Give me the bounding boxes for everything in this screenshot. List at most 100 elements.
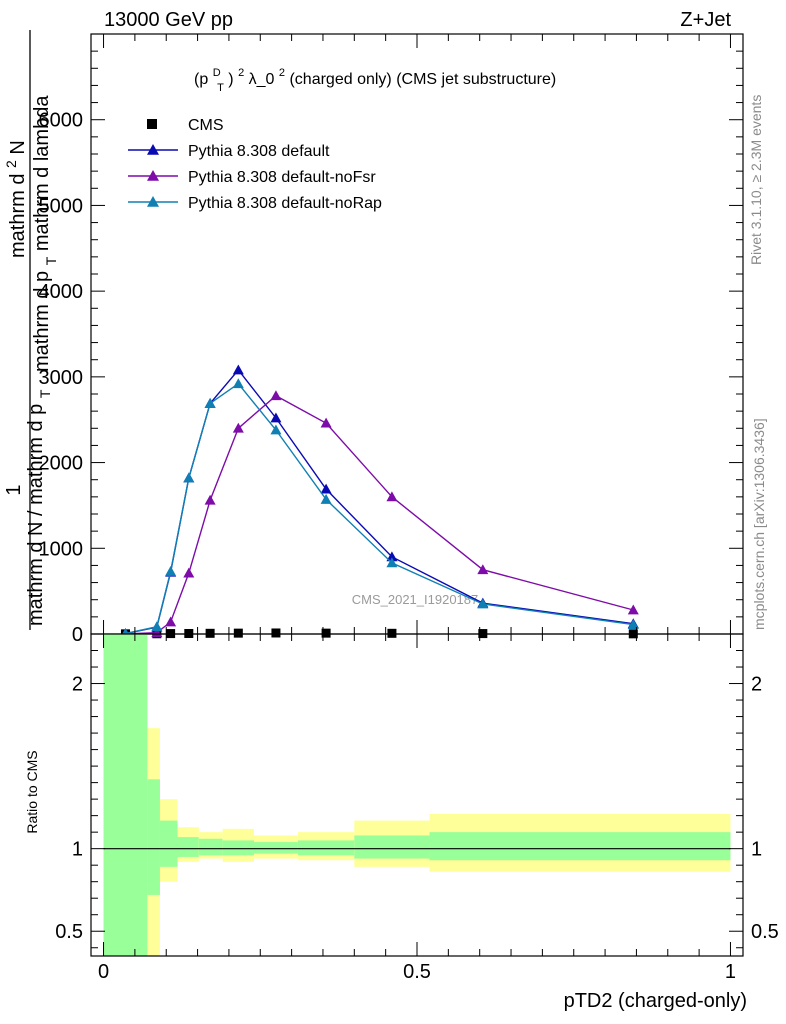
data-point-noRap (204, 397, 216, 408)
data-point-noFsr (386, 491, 398, 502)
y-lower-text: mathrm d p (31, 271, 53, 372)
x-tick-label: 0.5 (403, 961, 431, 983)
ratio-axis-ticks: 0.5 0.5 1 1 2 2 (55, 650, 779, 949)
ratio-uncertainty-band (103, 634, 731, 956)
main-axis-ticks: 0 1000 2000 3000 4000 5000 6000 (39, 50, 743, 646)
plot-title-sup-d: D (213, 67, 221, 79)
data-point-default (232, 364, 244, 375)
x-tick-label: 1 (725, 961, 736, 983)
ratio-band-inner (429, 832, 731, 861)
y-axis-label-denominator: mathrm d N / mathrm d p T (25, 389, 53, 626)
header-process-label: Z+Jet (680, 9, 731, 31)
y-num-rest: N (7, 140, 29, 154)
plot-title-p: (p (194, 71, 208, 88)
y-num-sup: 2 (3, 160, 19, 168)
y-axis-label-lower: mathrm d p T mathrm d lambda (31, 95, 61, 372)
ratio-band-inner (254, 842, 298, 854)
ratio-band-inner (297, 840, 355, 856)
legend-label-noFsr: Pythia 8.308 default-noFsr (188, 169, 376, 186)
data-point-noFsr (232, 422, 244, 433)
data-point-cms (233, 628, 243, 638)
plot-title-sup-2: 2 (238, 67, 244, 79)
y-tick-label: 4000 (39, 281, 84, 303)
ratio-tick-label: 0.5 (55, 921, 83, 943)
ratio-tick-label-right: 2 (751, 674, 762, 696)
plot-title: (p D T ) 2 λ_0 2 (charged only) (CMS jet… (194, 63, 556, 95)
legend-label-default: Pythia 8.308 default (188, 143, 330, 160)
legend-marker-default (147, 144, 159, 155)
data-point-noFsr (627, 604, 639, 615)
y-lower-rest: mathrm d lambda (31, 95, 53, 251)
rivet-version-label: Rivet 3.1.10, ≥ 2.3M events (748, 95, 764, 265)
y-num-text: mathrm d (7, 174, 29, 258)
series-noRap (119, 378, 639, 638)
plot-title-lambda: λ_0 (249, 71, 275, 88)
data-point-noFsr (183, 567, 195, 578)
series-layer (119, 364, 639, 639)
data-point-default (320, 483, 332, 494)
legend-marker-noFsr (147, 170, 159, 181)
data-point-default (270, 412, 282, 423)
plot-title-sup-2b: 2 (279, 67, 285, 79)
y-tick-label: 3000 (39, 367, 84, 389)
ratio-band-inner (354, 835, 430, 859)
y-axis-label-numerator: mathrm d 2 N (0, 140, 29, 258)
mcplots-credit-label: mcplots.cern.ch [arXiv:1306.3436] (751, 418, 767, 630)
ratio-band-inner (222, 840, 254, 856)
ratio-band-inner (177, 837, 199, 857)
y-axis-label: 1 mathrm d N / mathrm d p T mathrm d 2 N… (0, 30, 61, 630)
x-tick-label: 0 (98, 961, 109, 983)
data-point-noRap (477, 598, 489, 609)
data-point-noRap (270, 424, 282, 435)
data-point-noRap (232, 378, 244, 389)
data-point-noRap (151, 621, 163, 632)
data-point-cms (321, 628, 331, 638)
ratio-tick-label-right: 0.5 (751, 921, 779, 943)
data-point-noFsr (165, 616, 177, 627)
y-tick-label: 1000 (39, 538, 84, 560)
data-point-noRap (165, 565, 177, 576)
ratio-y-axis-label: Ratio to CMS (24, 750, 40, 833)
ratio-band-inner (103, 634, 148, 956)
ratio-band-inner (198, 838, 223, 856)
legend-label-noRap: Pythia 8.308 default-noRap (188, 195, 382, 212)
ratio-band-inner (159, 820, 178, 867)
data-point-noFsr (320, 417, 332, 428)
data-point-noFsr (270, 390, 282, 401)
y-lower-sub: T (43, 256, 59, 265)
y-denom-sub: T (37, 389, 53, 398)
ratio-tick-label-right: 1 (751, 839, 762, 861)
ratio-tick-label: 2 (72, 674, 83, 696)
legend-marker-noRap (147, 196, 159, 207)
data-point-noFsr (151, 627, 163, 638)
legend-marker-cms (147, 119, 157, 129)
legend-label-cms: CMS (188, 117, 224, 134)
legend: CMS Pythia 8.308 default Pythia 8.308 defa… (128, 117, 382, 212)
ratio-tick-label: 1 (72, 839, 83, 861)
data-point-cms (271, 628, 281, 638)
y-axis-label-one: 1 (3, 484, 25, 495)
data-point-cms (387, 628, 397, 638)
data-point-noRap (320, 493, 332, 504)
y-tick-label: 6000 (39, 110, 84, 132)
ratio-band-inner (147, 779, 160, 895)
data-point-default (386, 551, 398, 562)
data-point-noRap (386, 557, 398, 568)
data-point-noRap (183, 472, 195, 483)
y-tick-label: 0 (72, 624, 83, 646)
header-collision-label: 13000 GeV pp (104, 9, 233, 31)
y-tick-label: 2000 (39, 453, 84, 475)
x-axis-ticks: 0 0.5 1 (98, 34, 736, 983)
analysis-watermark: CMS_2021_I1920187 (352, 592, 479, 607)
y-denom-text: mathrm d N / mathrm d p (25, 404, 47, 626)
data-point-cms (205, 628, 215, 638)
ratio-plot-frame (90, 633, 744, 957)
data-point-noFsr (477, 564, 489, 575)
x-axis-label: pTD2 (charged-only) (564, 990, 747, 1012)
plot-title-sub-t: T (217, 82, 224, 94)
y-tick-label: 5000 (39, 195, 84, 217)
plot-title-close: ) (228, 71, 233, 88)
plot-title-tail: (charged only) (CMS jet substructure) (289, 71, 556, 88)
data-point-noFsr (204, 494, 216, 505)
